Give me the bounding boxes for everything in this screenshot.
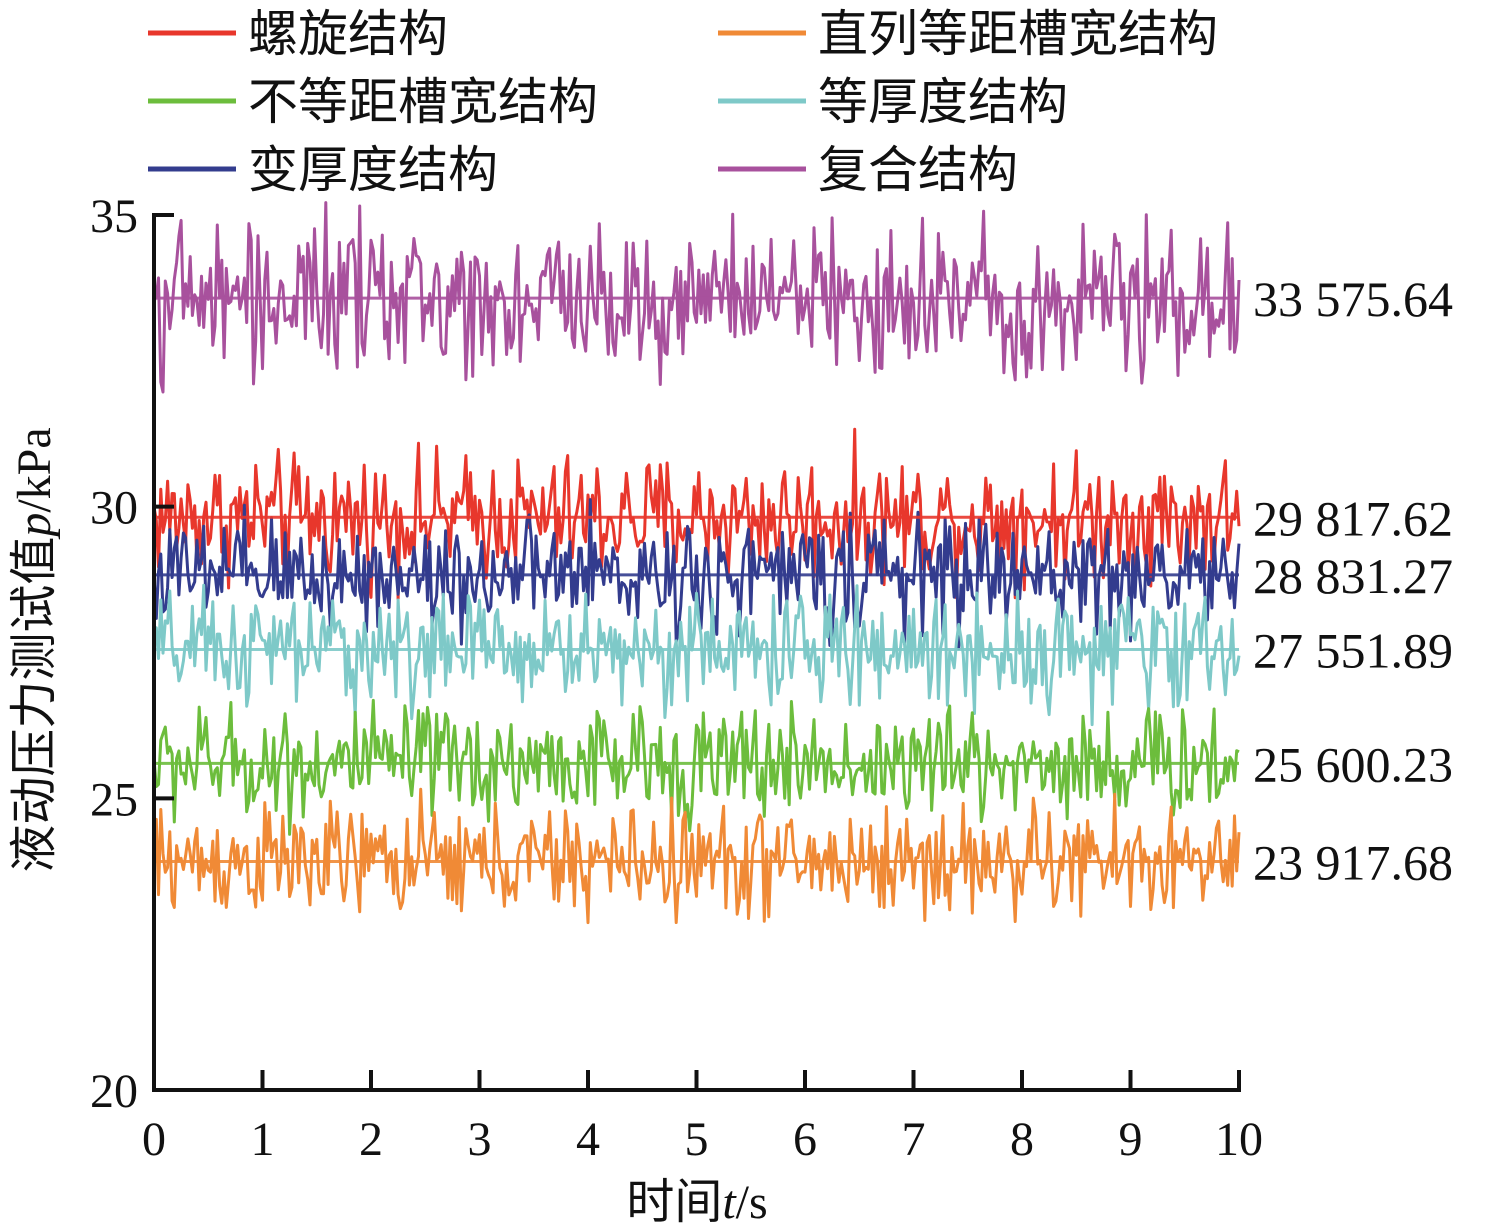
x-tick-label: 8	[1010, 1113, 1034, 1166]
mean-value-label: 27 551.89	[1253, 622, 1453, 678]
legend-item: 螺旋结构	[148, 6, 448, 62]
y-tick-label: 25	[90, 773, 138, 826]
x-tick-label: 6	[793, 1113, 817, 1166]
x-tick-label: 2	[359, 1113, 383, 1166]
legend-label: 不等距槽宽结构	[248, 74, 598, 130]
mean-value-label: 25 600.23	[1253, 736, 1453, 792]
x-tick-label: 4	[576, 1113, 600, 1166]
legend-item: 不等距槽宽结构	[148, 74, 598, 130]
mean-lines	[154, 296, 1239, 863]
legend-label: 直列等距槽宽结构	[818, 6, 1218, 62]
legend-label: 螺旋结构	[248, 6, 448, 62]
x-tick-label: 0	[142, 1113, 166, 1166]
legend-label: 等厚度结构	[818, 74, 1068, 130]
mean-value-label: 23 917.68	[1253, 834, 1453, 890]
plot-area	[152, 201, 1241, 925]
mean-value-labels: 29 817.62 23 917.68 25 600.23 27 551.89 28 8…	[1253, 271, 1453, 890]
x-tick-label: 5	[685, 1113, 709, 1166]
legend-item: 变厚度结构	[148, 142, 498, 198]
y-tick-label: 30	[90, 482, 138, 535]
x-ticks: 0 1 2 3 4 5 6 7 8 9 10	[142, 1070, 1263, 1166]
mean-value-label: 28 831.27	[1253, 548, 1453, 604]
legend-label: 变厚度结构	[248, 142, 498, 198]
x-tick-label: 7	[902, 1113, 926, 1166]
legend-item: 等厚度结构	[718, 74, 1068, 130]
mean-value-label: 29 817.62	[1253, 490, 1453, 546]
legend-item: 复合结构	[718, 142, 1018, 198]
series-line	[152, 698, 1240, 836]
legend-item: 直列等距槽宽结构	[718, 6, 1218, 62]
y-axis-title: 液动压力测试值p/kPa	[8, 427, 61, 872]
series-line	[152, 201, 1241, 394]
x-tick-label: 3	[468, 1113, 492, 1166]
y-ticks: 20 25 30 35	[90, 190, 174, 1118]
x-axis-title: 时间t/s	[626, 1176, 767, 1229]
series-line	[152, 427, 1241, 601]
series-line	[152, 583, 1241, 727]
x-tick-label: 9	[1119, 1113, 1143, 1166]
series-line	[152, 787, 1241, 925]
y-tick-label: 20	[90, 1065, 138, 1118]
mean-value-label: 33 575.64	[1253, 271, 1453, 327]
x-tick-label: 1	[251, 1113, 275, 1166]
x-tick-label: 10	[1215, 1113, 1263, 1166]
y-tick-label: 35	[90, 190, 138, 243]
legend-label: 复合结构	[818, 142, 1018, 198]
